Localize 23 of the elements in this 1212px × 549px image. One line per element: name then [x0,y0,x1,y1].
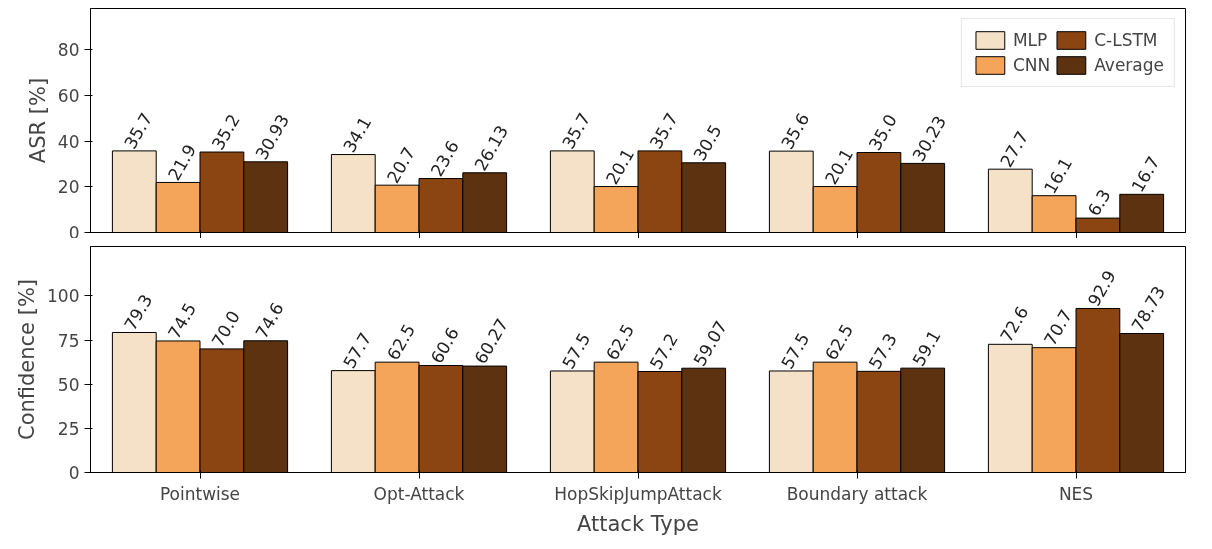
y-tick-label: 50 [57,374,80,395]
y-tick-label: 25 [57,418,80,439]
y-axis-title: Confidence [%] [15,278,40,441]
x-tick-label: HopSkipJumpAttack [554,483,722,504]
legend-label: Average [1094,55,1164,75]
legend-label: CNN [1012,55,1051,75]
legend-label: MLP [1012,30,1048,50]
x-tick-label: Opt-Attack [373,483,465,504]
x-tick-label: NES [1058,483,1094,504]
x-tick-label: Pointwise [159,483,241,504]
y-tick-label: 40 [57,131,80,152]
x-axis-title: Attack Type [577,511,699,536]
y-tick-label: 20 [57,177,80,198]
y-tick-label: 0 [68,222,80,243]
y-tick-label: 80 [57,40,80,61]
y-axis-title: ASR [%] [25,77,50,164]
x-tick-label: Boundary attack [786,483,928,504]
legend-label: C-LSTM [1094,30,1158,50]
y-tick-label: 75 [57,330,80,351]
data-label: 6.3 [1083,185,1115,220]
y-tick-label: 60 [57,85,80,106]
y-tick-label: 0 [68,463,80,483]
y-tick-label: 100 [47,286,80,307]
